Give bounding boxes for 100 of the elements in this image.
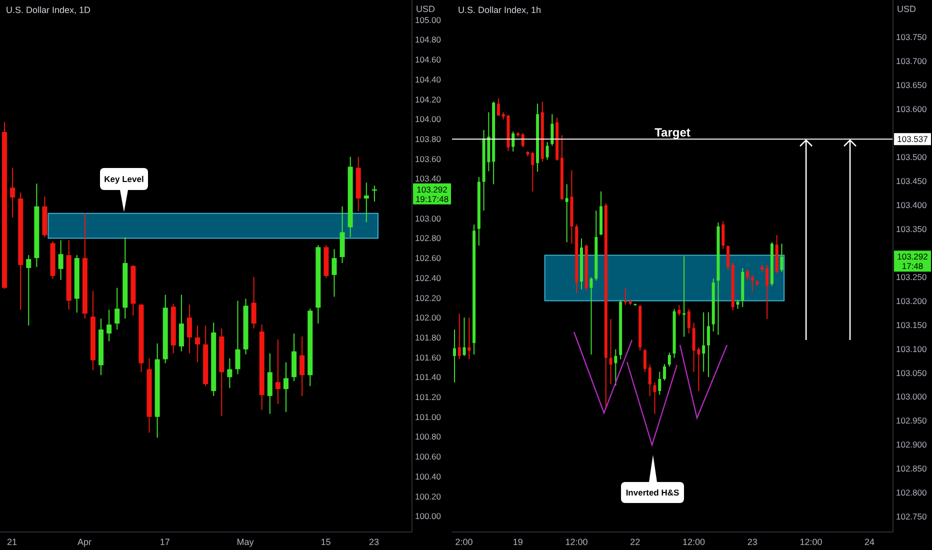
- candlestick: [546, 141, 549, 160]
- candlestick: [332, 248, 337, 298]
- y-tick-label: 102.950: [896, 416, 927, 426]
- x-tick-label: 21: [7, 537, 18, 547]
- x-tick-label: 23: [747, 537, 758, 547]
- candlestick: [114, 287, 120, 330]
- candlestick: [663, 364, 666, 381]
- candlestick: [512, 130, 515, 152]
- candlestick: [780, 243, 784, 272]
- y-tick-label: 102.800: [896, 488, 927, 498]
- y-tick-label: 104.40: [415, 74, 442, 84]
- candlestick: [364, 182, 369, 223]
- text: 103.292: [416, 184, 448, 194]
- text: 17:48: [902, 261, 924, 272]
- y-tick-label: 100.60: [415, 452, 442, 462]
- candlestick: [10, 167, 16, 218]
- candlestick: [565, 184, 568, 243]
- text: 103.292: [897, 252, 928, 262]
- candlestick: [687, 308, 690, 334]
- x-tick-label: 19: [512, 537, 523, 547]
- candlestick: [521, 132, 524, 148]
- y-tick-label: 103.100: [896, 344, 927, 354]
- candlestick: [178, 294, 184, 352]
- ref-line-label: Target: [654, 126, 690, 140]
- y-tick-label: 103.500: [896, 152, 927, 162]
- y-tick-label: 102.20: [415, 292, 442, 303]
- x-tick-label: 12:00: [800, 537, 822, 547]
- candlestick: [26, 254, 32, 326]
- y-tick-label: 103.80: [415, 134, 442, 144]
- y-tick-label: 103.00: [415, 213, 442, 224]
- candlestick: [702, 312, 706, 372]
- y-tick-label: 103.450: [896, 176, 927, 186]
- candlestick: [186, 304, 192, 354]
- y-tick-label: 102.750: [896, 512, 927, 522]
- y-tick-label: 100.40: [415, 471, 442, 482]
- y-tick-label: 103.750: [896, 32, 927, 42]
- candlestick: [706, 312, 710, 378]
- candlestick: [736, 299, 740, 310]
- candlestick: [746, 269, 750, 281]
- x-tick-label: Apr: [77, 537, 92, 547]
- y-tick-label: 102.80: [415, 233, 442, 244]
- candlestick: [653, 382, 656, 414]
- text: U.S. Dollar Index, 1D: [6, 5, 92, 15]
- candlestick: [590, 276, 593, 356]
- candlestick: [550, 114, 554, 146]
- candlestick: [106, 309, 112, 342]
- annotation: Inverted H&S: [626, 488, 680, 498]
- y-tick-label: 103.250: [896, 272, 927, 282]
- y-tick-label: 103.700: [896, 56, 927, 66]
- candlestick: [468, 317, 471, 360]
- candlestick: [668, 352, 671, 367]
- y-tick-label: 104.60: [415, 54, 442, 65]
- y-tick-label: 102.60: [415, 253, 442, 264]
- y-axis-title: USD: [416, 4, 436, 14]
- candlestick: [722, 220, 725, 250]
- candlestick: [275, 338, 280, 404]
- candlestick: [283, 362, 288, 412]
- y-tick-label: 104.00: [415, 114, 442, 124]
- candlestick: [678, 304, 681, 316]
- candlestick: [300, 336, 305, 397]
- candlestick: [766, 264, 769, 320]
- candlestick: [453, 329, 456, 383]
- candlestick: [462, 317, 466, 356]
- candlestick: [496, 98, 500, 116]
- y-axis-title: USD: [897, 4, 916, 14]
- x-tick-label: 22: [630, 537, 640, 547]
- y-tick-label: 102.850: [896, 464, 927, 474]
- text: 19:17:48: [415, 194, 449, 204]
- y-tick-label: 101.80: [415, 332, 442, 342]
- x-tick-label: 12:00: [565, 537, 588, 547]
- y-tick-label: 103.60: [415, 154, 442, 164]
- candlestick: [658, 371, 662, 396]
- candlestick: [648, 364, 652, 397]
- y-tick-label: 103.000: [896, 392, 927, 402]
- candlestick: [614, 348, 618, 386]
- y-tick-label: 103.600: [896, 104, 927, 114]
- y-tick-label: 100.00: [415, 511, 442, 522]
- candlestick: [750, 274, 754, 292]
- y-tick-label: 103.40: [415, 174, 442, 184]
- x-tick-label: 15: [320, 537, 331, 547]
- y-tick-label: 102.40: [415, 272, 442, 283]
- candlestick: [726, 245, 730, 271]
- text: 103.537: [897, 134, 928, 144]
- candlestick: [58, 240, 64, 280]
- y-tick-label: 101.60: [415, 352, 442, 362]
- candlestick: [609, 318, 612, 385]
- x-tick-label: 24: [864, 537, 875, 547]
- y-tick-label: 102.900: [896, 440, 927, 450]
- candlestick: [227, 358, 232, 389]
- x-tick-label: May: [236, 537, 254, 547]
- candlestick: [195, 325, 200, 363]
- text: U.S. Dollar Index, 1h: [458, 5, 542, 15]
- candlestick: [458, 313, 461, 360]
- candlestick: [235, 300, 240, 375]
- y-tick-label: 102.00: [415, 312, 442, 323]
- y-tick-label: 103.200: [896, 296, 927, 306]
- y-tick-label: 100.20: [415, 491, 442, 502]
- y-tick-label: 103.650: [896, 80, 927, 90]
- x-tick-label: 23: [368, 537, 379, 547]
- x-tick-label: 17: [160, 537, 170, 547]
